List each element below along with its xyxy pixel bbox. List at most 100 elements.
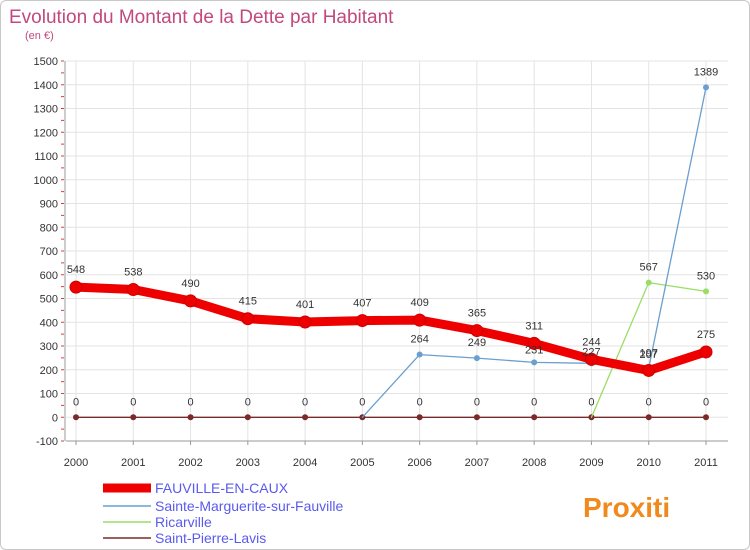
proxiti-logo: Proxiti	[583, 492, 670, 523]
series-point-0	[184, 294, 198, 308]
data-label: 0	[187, 396, 193, 408]
y-tick-label: 600	[40, 270, 58, 282]
series-point-1	[473, 355, 480, 362]
series-point-3	[244, 414, 251, 421]
x-tick-label: 2008	[522, 457, 546, 469]
logo-text: Proxiti	[583, 492, 670, 523]
chart-title: Evolution du Montant de la Dette par Hab…	[9, 7, 394, 28]
data-label: 275	[697, 329, 715, 341]
data-label: 0	[588, 396, 594, 408]
x-tick-label: 2005	[350, 457, 374, 469]
data-label: 0	[417, 396, 423, 408]
legend-label: Sainte-Marguerite-sur-Fauville	[155, 498, 344, 514]
y-tick-label: 500	[40, 294, 58, 306]
data-label: 0	[302, 396, 308, 408]
y-tick-label: 300	[40, 341, 58, 353]
data-label: 0	[245, 396, 251, 408]
series-point-3	[531, 414, 538, 421]
legend: FAUVILLE-EN-CAUX Sainte-Marguerite-sur-Fa…	[103, 480, 344, 546]
series-point-3	[302, 414, 309, 421]
data-label: 548	[67, 264, 85, 276]
data-label: 197	[640, 347, 658, 359]
series-point-0	[69, 280, 83, 294]
series-point-3	[703, 414, 709, 421]
x-tick-label: 2003	[236, 457, 260, 469]
data-label: 231	[525, 344, 543, 356]
series-line-0	[71, 282, 711, 375]
y-tick-label: 1100	[34, 151, 58, 163]
y-tick-label: 700	[40, 246, 58, 258]
series-point-3	[416, 414, 423, 421]
data-label: 311	[525, 320, 543, 332]
data-labels: 0 0 0 0 0 0 0 0 0 0 0 0 567 530 264 249 231 227 207 1389 548…	[67, 66, 718, 408]
series-point-3	[73, 414, 79, 421]
data-label: 407	[353, 298, 371, 310]
x-tick-label: 2004	[293, 457, 317, 469]
series-point-0	[527, 336, 541, 350]
y-tick-label: 1000	[34, 175, 58, 187]
data-label: 538	[124, 266, 142, 278]
data-label: 0	[703, 396, 709, 408]
series-point-0	[699, 345, 713, 359]
axes: -100010020030040050060070080090010001100…	[34, 56, 728, 469]
y-tick-label: 1300	[34, 104, 58, 116]
series-point-1	[703, 84, 709, 91]
y-tick-label: 900	[40, 199, 58, 211]
series-point-0	[298, 315, 312, 329]
series-point-3	[645, 414, 652, 421]
series-point-0	[642, 363, 656, 377]
data-label: 249	[468, 337, 486, 349]
y-tick-label: 1400	[34, 80, 58, 92]
series-point-0	[355, 314, 369, 328]
data-label: 244	[582, 336, 600, 348]
y-tick-label: 1500	[34, 56, 58, 68]
data-label: 0	[359, 396, 365, 408]
data-label: 530	[697, 270, 715, 282]
series-point-0	[241, 312, 255, 326]
series-point-0	[470, 324, 484, 338]
x-tick-label: 2002	[178, 457, 202, 469]
data-label: 401	[296, 299, 314, 311]
data-label: 365	[468, 308, 486, 320]
data-label: 490	[181, 278, 199, 290]
data-label: 0	[646, 396, 652, 408]
grid	[66, 60, 728, 442]
series-point-3	[130, 414, 137, 421]
x-tick-label: 2001	[121, 457, 145, 469]
x-tick-label: 2006	[407, 457, 431, 469]
series	[69, 84, 713, 421]
y-tick-label: 400	[40, 317, 58, 329]
series-point-2	[645, 279, 652, 286]
data-label: 0	[130, 396, 136, 408]
data-label: 264	[410, 334, 428, 346]
data-label: 227	[582, 346, 600, 358]
legend-label: FAUVILLE-EN-CAUX	[155, 480, 289, 496]
y-tick-label: 100	[40, 389, 58, 401]
y-tick-label: 800	[40, 222, 58, 234]
chart-subtitle: (en €)	[25, 30, 54, 42]
data-label: 567	[640, 262, 658, 274]
data-label: 415	[239, 296, 257, 308]
series-point-3	[187, 414, 194, 421]
y-tick-label: 1200	[34, 127, 58, 139]
x-tick-label: 2007	[465, 457, 489, 469]
series-point-2	[703, 288, 709, 295]
x-tick-label: 2000	[64, 457, 88, 469]
series-point-1	[416, 351, 423, 358]
legend-label: Ricarville	[155, 514, 212, 530]
series-point-0	[413, 313, 427, 327]
y-tick-label: 0	[52, 412, 58, 424]
legend-label: Saint-Pierre-Lavis	[155, 530, 266, 546]
x-tick-label: 2010	[636, 457, 660, 469]
data-label: 409	[410, 297, 428, 309]
x-tick-label: 2009	[579, 457, 603, 469]
data-label: 0	[73, 396, 79, 408]
data-label: 207	[640, 349, 658, 361]
x-tick-label: 2011	[694, 457, 718, 469]
series-point-1	[531, 359, 538, 366]
data-label: 1389	[694, 66, 718, 78]
data-label: 0	[474, 396, 480, 408]
y-tick-label: 200	[40, 365, 58, 377]
